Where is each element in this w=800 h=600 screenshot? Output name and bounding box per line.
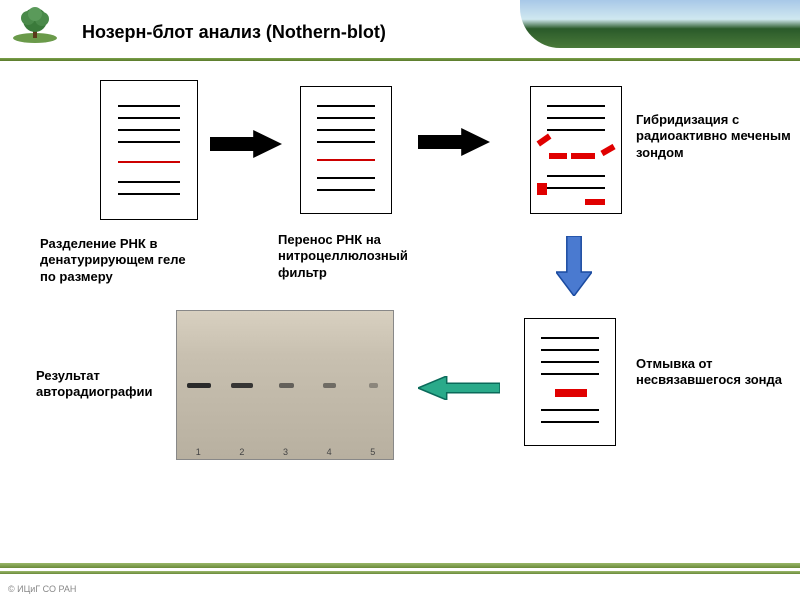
footer-rule-2 bbox=[0, 571, 800, 574]
diagram-area: Разделение РНК в денатурирующем геле по … bbox=[0, 70, 800, 560]
footer-copyright: © ИЦиГ СО РАН bbox=[8, 584, 76, 594]
panel-transfer bbox=[300, 86, 392, 214]
label-hybridization: Гибридизация с радиоактивно меченым зонд… bbox=[636, 112, 796, 161]
arrow-step2 bbox=[418, 128, 490, 156]
label-transfer: Перенос РНК на нитроцеллюлозный фильтр bbox=[278, 232, 438, 281]
page-title: Нозерн-блот анализ (Nothern-blot) bbox=[82, 22, 386, 43]
arrow-step4 bbox=[418, 376, 500, 400]
label-result: Результат авторадиографии bbox=[36, 368, 166, 401]
arrow-step3 bbox=[556, 236, 592, 296]
arrow-step1 bbox=[210, 130, 282, 158]
autoradiography-result: 12345 bbox=[176, 310, 394, 460]
header-rule bbox=[0, 58, 800, 61]
label-wash: Отмывка от несвязавшегося зонда bbox=[636, 356, 796, 389]
panel-hybridization bbox=[530, 86, 622, 214]
footer-rule-1 bbox=[0, 563, 800, 568]
panel-gel-separation bbox=[100, 80, 198, 220]
logo-icon bbox=[10, 4, 60, 44]
header-banner bbox=[520, 0, 800, 48]
panel-wash bbox=[524, 318, 616, 446]
label-gel-separation: Разделение РНК в денатурирующем геле по … bbox=[40, 236, 200, 285]
